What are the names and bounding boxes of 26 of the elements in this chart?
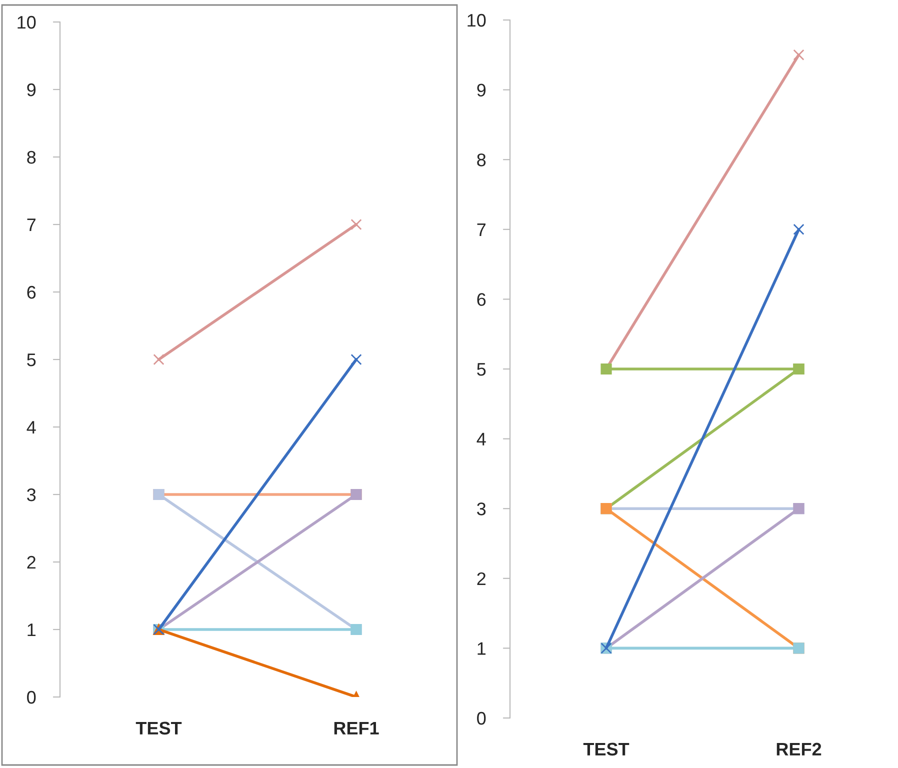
y-tick-label: 0	[27, 690, 36, 704]
y-tick-label: 3	[27, 488, 36, 502]
y-tick-label: 5	[27, 354, 36, 366]
y-tick-label: 6	[27, 286, 36, 299]
y-tick-label: 4	[26, 421, 36, 434]
y-tick-label: 9	[27, 83, 36, 96]
y-tick-label: 1	[28, 624, 36, 636]
y-tick-label: 8	[477, 154, 486, 166]
y-tick-label: 2	[27, 556, 36, 569]
y-tick-label: 9	[477, 84, 486, 97]
y-tick-label: 2	[477, 572, 486, 585]
y-tick-label: 8	[27, 150, 36, 164]
y-tick-label: 10	[468, 14, 486, 27]
x-tick-label: TEST	[583, 742, 630, 756]
x-tick-label: TEST	[136, 722, 182, 735]
y-tick-label: 0	[477, 712, 486, 725]
x-tick-label: REF1	[334, 722, 379, 734]
y-tick-label: 5	[477, 363, 486, 376]
y-tick-label: 3	[477, 502, 486, 516]
x-tick-label: REF2	[776, 742, 822, 756]
y-tick-label: 7	[477, 224, 486, 236]
y-tick-label: 4	[476, 432, 486, 446]
y-tick-label: 10	[18, 16, 36, 29]
y-tick-label: 6	[477, 293, 486, 306]
y-tick-label: 1	[478, 642, 486, 655]
y-tick-label: 7	[27, 218, 36, 232]
